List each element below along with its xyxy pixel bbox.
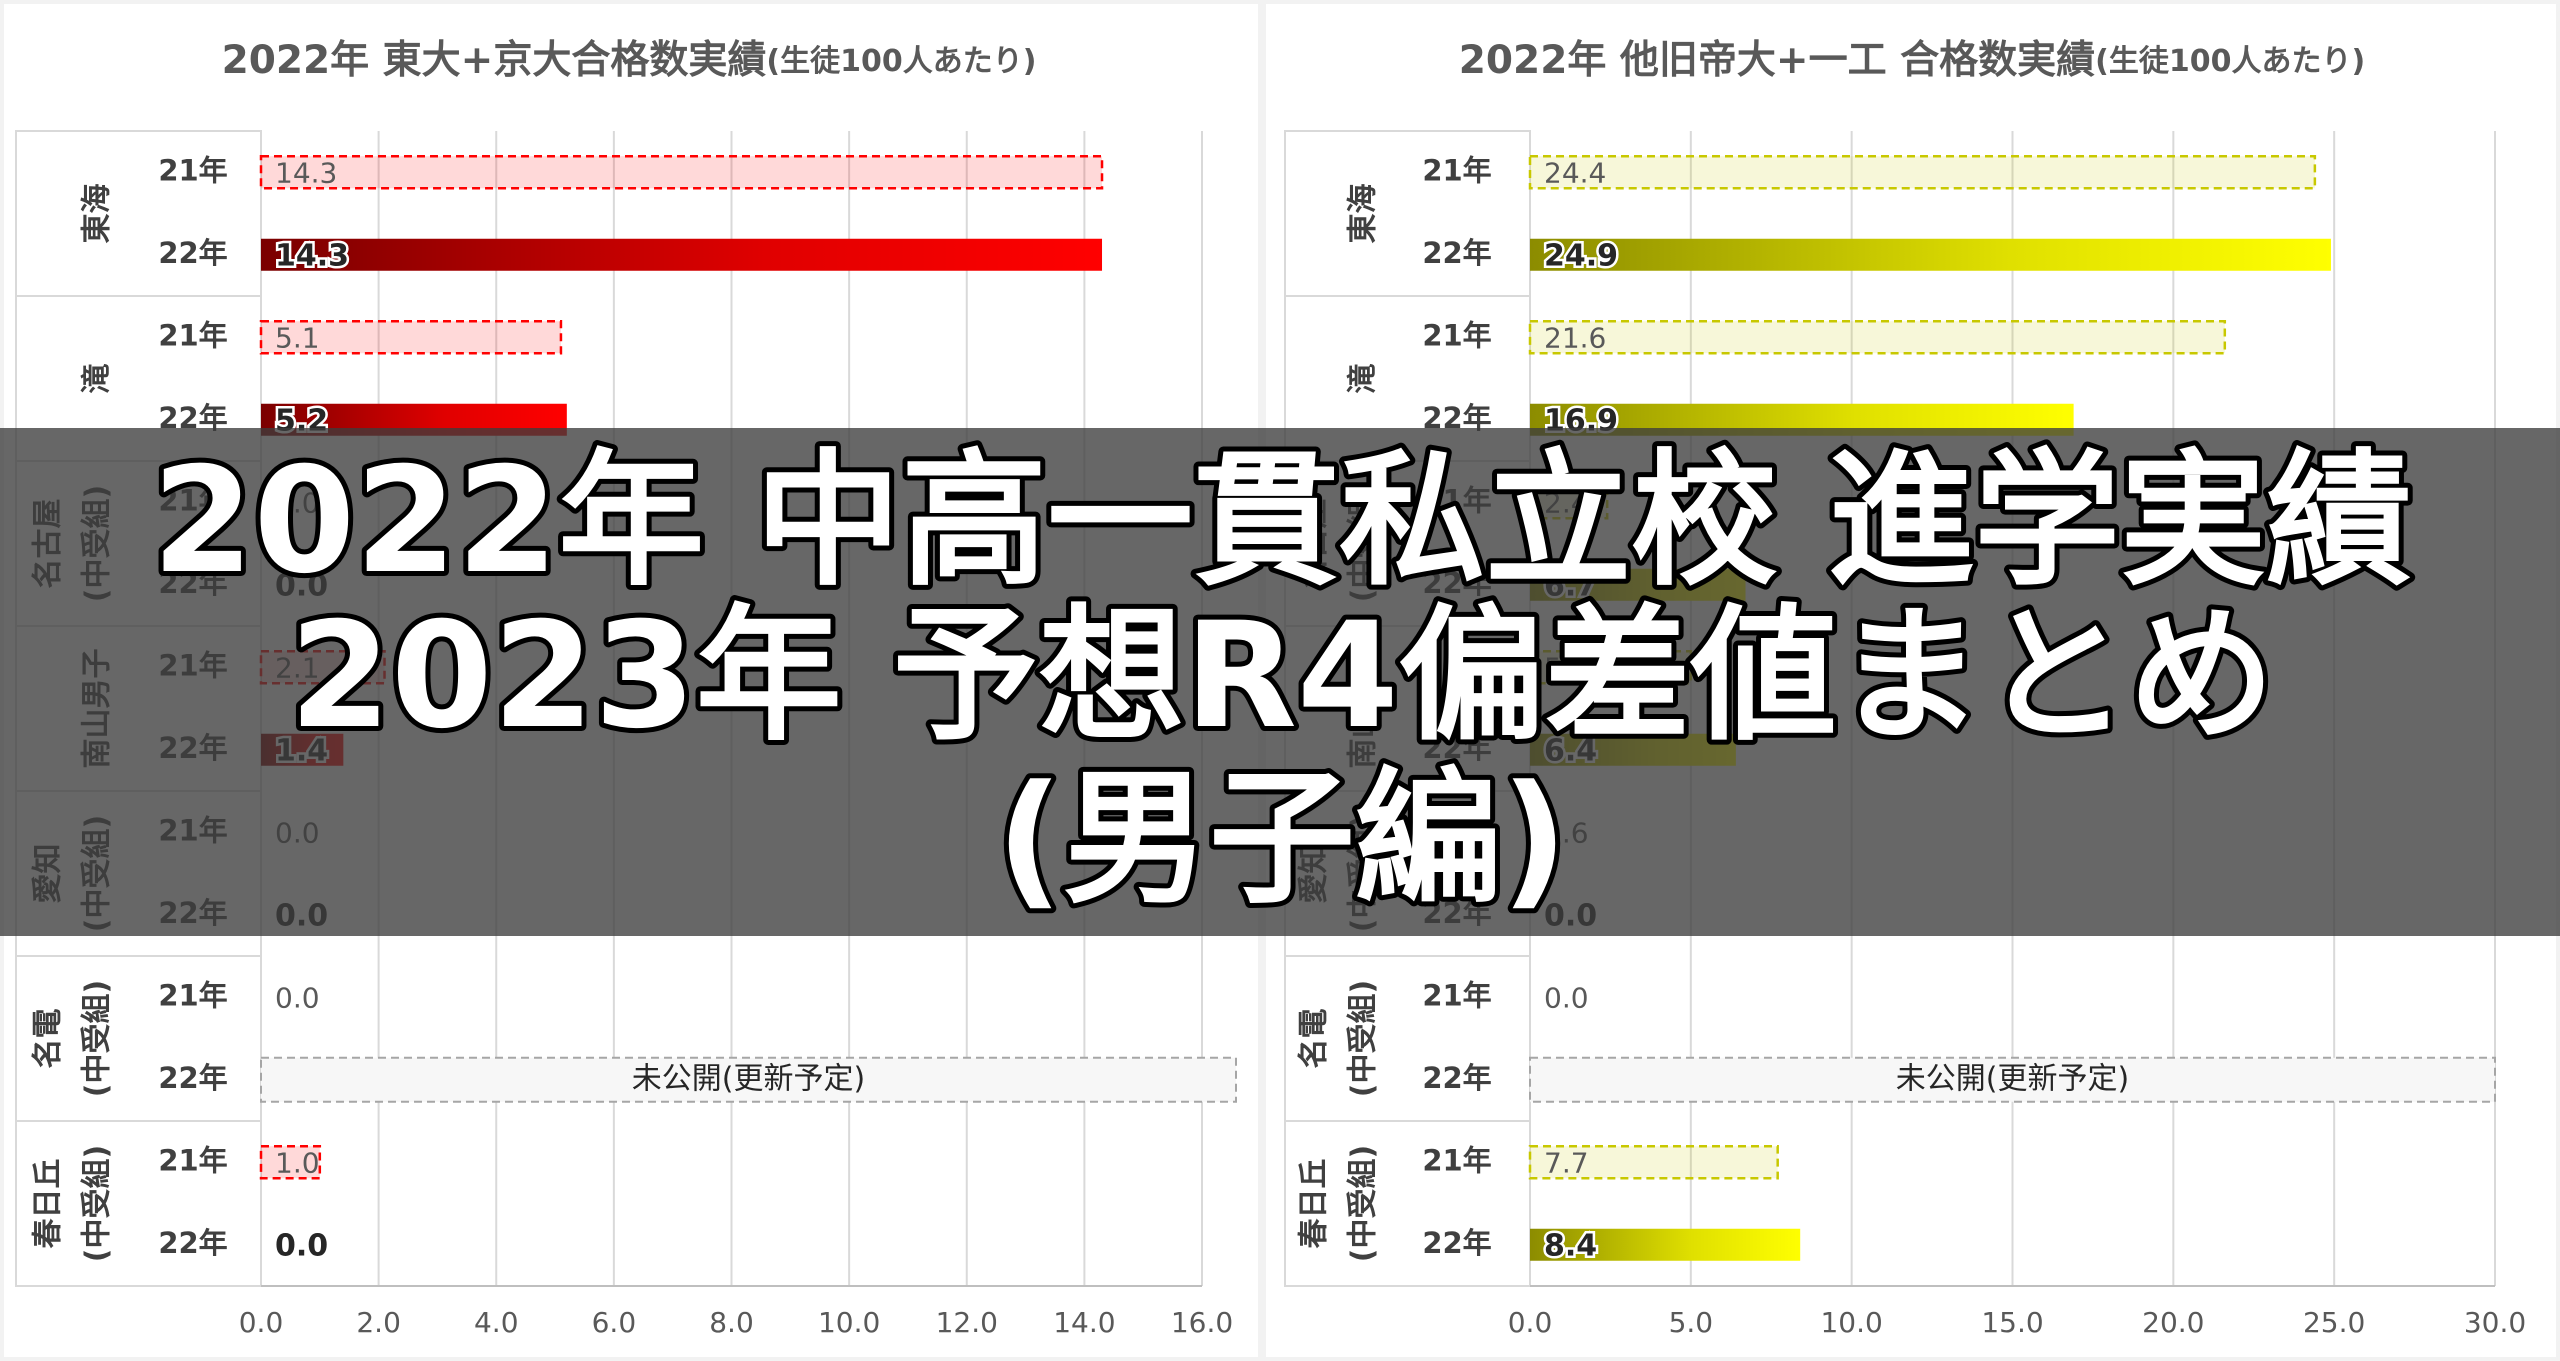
banner-text: 2023年 予想R4偏差値まとめ <box>289 591 2274 761</box>
bar <box>259 1145 322 1180</box>
x-tick-label: 6.0 <box>592 1306 637 1339</box>
x-tick-label: 4.0 <box>474 1306 519 1339</box>
title-sub: (生徒100人あたり) <box>2095 44 2365 79</box>
x-tick-label: 8.0 <box>709 1306 754 1339</box>
banner-text: (男子編) <box>996 754 1567 924</box>
value-label: 24.4 <box>1544 156 1606 189</box>
category-label: 春日丘 <box>31 1159 66 1249</box>
category-label: (中受組) <box>80 980 115 1097</box>
title-main: 2022年 東大+京大合格数実績 <box>222 38 767 83</box>
bar <box>1528 155 2317 190</box>
banner-background <box>0 428 2560 936</box>
banner-text: 2022年 中高一貫私立校 進学実績 <box>152 436 2412 606</box>
series-label: 22年 <box>1422 1061 1491 1095</box>
x-tick-label: 16.0 <box>1171 1306 1233 1339</box>
category-label: (中受組) <box>1346 1145 1381 1262</box>
category-label: 滝 <box>1346 364 1381 394</box>
unpublished-box <box>260 1056 1237 1103</box>
value-label: 24.9 <box>1544 238 1618 273</box>
category-label: 名電 <box>31 1009 66 1069</box>
bar <box>259 155 1104 190</box>
series-label: 22年 <box>158 1061 227 1095</box>
value-label: 21.6 <box>1544 321 1606 354</box>
value-label: 1.0 <box>275 1146 320 1179</box>
series-label: 22年 <box>1422 1226 1491 1260</box>
series-label: 22年 <box>158 236 227 270</box>
annotation: 未公開(更新予定) <box>1896 1061 2129 1096</box>
bar <box>1530 1228 1801 1261</box>
series-label: 21年 <box>1422 1143 1491 1177</box>
series-label: 21年 <box>158 318 227 352</box>
title-main: 2022年 他旧帝大+一工 合格数実績 <box>1459 38 2095 83</box>
value-label: 0.0 <box>1544 981 1589 1014</box>
x-tick-label: 10.0 <box>818 1306 880 1339</box>
x-tick-label: 5.0 <box>1669 1306 1714 1339</box>
value-label: 8.4 <box>1544 1228 1597 1263</box>
value-label: 14.3 <box>275 156 337 189</box>
value-label: 7.7 <box>1544 1146 1589 1179</box>
unpublished-box <box>1529 1056 2496 1103</box>
x-tick-label: 0.0 <box>1508 1306 1553 1339</box>
series-label: 21年 <box>158 1143 227 1177</box>
x-tick-label: 0.0 <box>239 1306 284 1339</box>
bar <box>259 320 563 355</box>
chart-title: 2022年 東大+京大合格数実績(生徒100人あたり) <box>222 38 1037 83</box>
category-label: 東海 <box>80 184 115 244</box>
value-label: 5.1 <box>275 321 320 354</box>
bar <box>261 238 1103 271</box>
chart-title: 2022年 他旧帝大+一工 合格数実績(生徒100人あたり) <box>1459 38 2365 83</box>
value-label: 14.3 <box>275 238 349 273</box>
x-tick-label: 14.0 <box>1053 1306 1115 1339</box>
series-label: 21年 <box>1422 978 1491 1012</box>
x-tick-label: 30.0 <box>2464 1306 2526 1339</box>
x-tick-label: 20.0 <box>2142 1306 2204 1339</box>
category-label: 春日丘 <box>1297 1159 1332 1249</box>
value-label: 0.0 <box>275 1228 328 1263</box>
x-tick-label: 12.0 <box>936 1306 998 1339</box>
bar <box>1528 1145 1779 1180</box>
category-label: (中受組) <box>80 1145 115 1262</box>
x-tick-label: 15.0 <box>1981 1306 2043 1339</box>
x-tick-label: 25.0 <box>2303 1306 2365 1339</box>
value-label: 0.0 <box>275 981 320 1014</box>
series-label: 22年 <box>158 1226 227 1260</box>
category-label: 滝 <box>80 364 115 394</box>
category-label: (中受組) <box>1346 980 1381 1097</box>
series-label: 21年 <box>1422 318 1491 352</box>
bar <box>1528 320 2227 355</box>
x-tick-label: 2.0 <box>356 1306 401 1339</box>
title-sub: (生徒100人あたり) <box>766 44 1036 79</box>
annotation: 未公開(更新予定) <box>632 1061 865 1096</box>
category-label: 名電 <box>1297 1009 1332 1069</box>
x-tick-label: 10.0 <box>1820 1306 1882 1339</box>
series-label: 21年 <box>158 153 227 187</box>
category-label: 東海 <box>1346 184 1381 244</box>
series-label: 22年 <box>1422 236 1491 270</box>
series-label: 21年 <box>158 978 227 1012</box>
series-label: 21年 <box>1422 153 1491 187</box>
bar <box>1530 238 2331 271</box>
